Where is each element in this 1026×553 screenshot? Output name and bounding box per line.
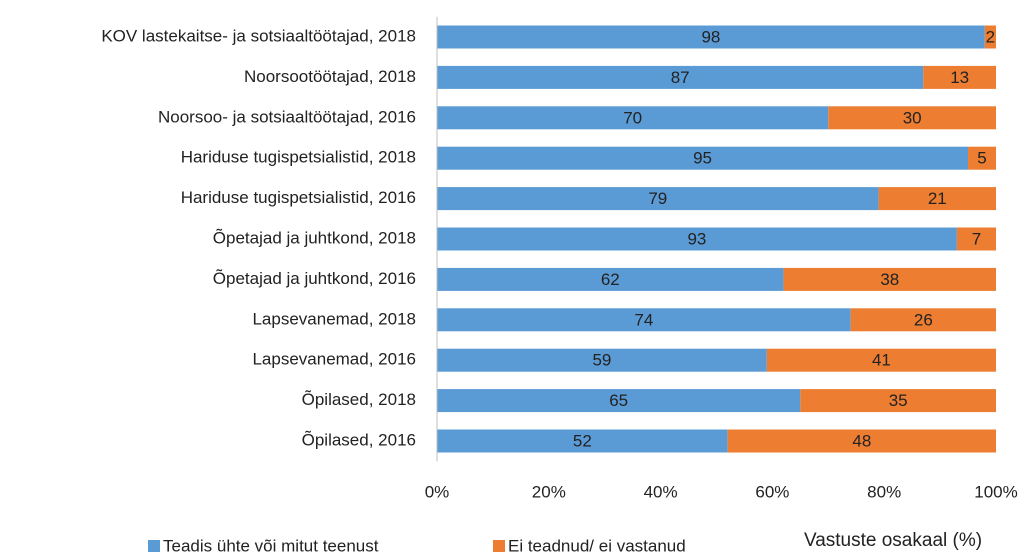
bar-segment xyxy=(437,106,829,130)
x-tick-label: 40% xyxy=(644,482,678,501)
bar-segment xyxy=(437,187,879,211)
bar-segment xyxy=(800,389,996,413)
y-tick-label: Noorsoo- ja sotsiaaltöötajad, 2016 xyxy=(158,107,416,126)
y-tick-label: Lapsevanemad, 2018 xyxy=(252,309,416,328)
data-label: 98 xyxy=(701,27,720,46)
x-tick-label: 20% xyxy=(532,482,566,501)
data-label: 38 xyxy=(880,270,899,289)
legend-swatch xyxy=(493,540,505,552)
data-label: 62 xyxy=(601,270,620,289)
bar-segment xyxy=(968,146,996,170)
bar-segment xyxy=(437,25,985,49)
data-label: 65 xyxy=(609,391,628,410)
data-label: 5 xyxy=(977,149,986,168)
data-label: 95 xyxy=(693,149,712,168)
bar-segment xyxy=(437,65,924,89)
data-label: 30 xyxy=(903,108,922,127)
data-label: 52 xyxy=(573,431,592,450)
legend-swatch xyxy=(148,540,160,552)
bar-segment xyxy=(923,65,996,89)
bar-segment xyxy=(437,267,784,291)
bar-segment xyxy=(766,348,996,372)
y-tick-label: Noorsootöötajad, 2018 xyxy=(244,67,416,86)
bar-segment xyxy=(437,308,851,332)
bar-segment xyxy=(437,429,728,453)
bar-segment xyxy=(727,429,996,453)
bar-segment xyxy=(437,146,969,170)
y-tick-label: Hariduse tugispetsialistid, 2016 xyxy=(181,188,416,207)
legend-label: Ei teadnud/ ei vastanud xyxy=(508,536,686,553)
bar-segment xyxy=(878,187,996,211)
data-label: 87 xyxy=(671,68,690,87)
legend-label: Teadis ühte või mitut teenust xyxy=(163,536,379,553)
y-tick-label: Õpetajad ja juhtkond, 2016 xyxy=(213,269,416,288)
y-tick-label: KOV lastekaitse- ja sotsiaaltöötajad, 20… xyxy=(101,26,416,45)
data-label: 26 xyxy=(914,310,933,329)
bar-segment xyxy=(437,227,957,251)
data-label: 93 xyxy=(687,229,706,248)
data-label: 70 xyxy=(623,108,642,127)
bar-segment xyxy=(437,389,801,413)
bar-segment xyxy=(437,348,767,372)
y-tick-label: Lapsevanemad, 2016 xyxy=(252,350,416,369)
bar-segment xyxy=(850,308,996,332)
bar-segment xyxy=(828,106,996,130)
x-tick-label: 100% xyxy=(974,482,1017,501)
x-tick-label: 80% xyxy=(867,482,901,501)
data-label: 79 xyxy=(648,189,667,208)
data-label: 35 xyxy=(889,391,908,410)
data-label: 21 xyxy=(928,189,947,208)
data-label: 48 xyxy=(852,431,871,450)
data-label: 59 xyxy=(592,351,611,370)
bar-segment xyxy=(956,227,996,251)
x-axis-title: Vastuste osakaal (%) xyxy=(804,530,982,551)
bar-segment xyxy=(783,267,996,291)
data-label: 41 xyxy=(872,351,891,370)
y-tick-label: Õpilased, 2016 xyxy=(302,430,416,449)
y-tick-label: Hariduse tugispetsialistid, 2018 xyxy=(181,148,416,167)
bar-segment xyxy=(984,25,996,49)
y-tick-label: Õpetajad ja juhtkond, 2018 xyxy=(213,228,416,247)
data-label: 74 xyxy=(634,310,653,329)
data-label: 7 xyxy=(972,229,981,248)
data-label: 2 xyxy=(986,27,995,46)
x-tick-label: 60% xyxy=(755,482,789,501)
x-tick-label: 0% xyxy=(425,482,450,501)
data-label: 13 xyxy=(950,68,969,87)
y-tick-label: Õpilased, 2018 xyxy=(302,390,416,409)
